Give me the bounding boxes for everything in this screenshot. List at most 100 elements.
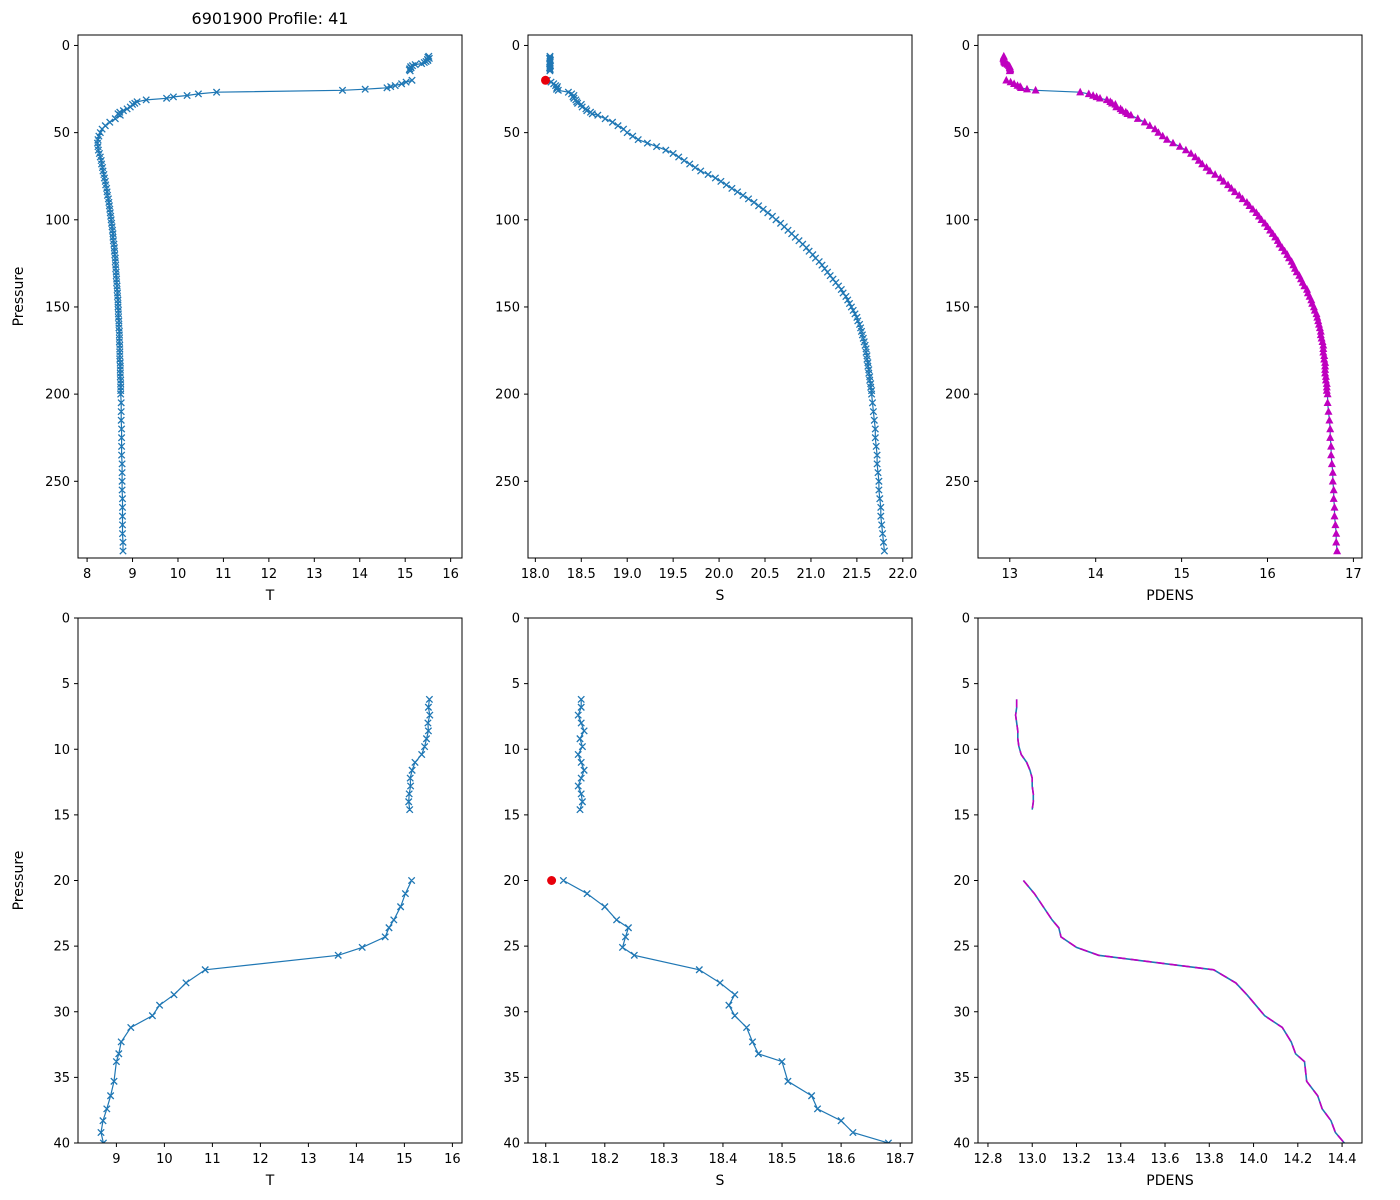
x-tick-label: 18.1	[531, 1152, 560, 1167]
y-tick-label: 0	[62, 39, 70, 54]
x-tick-label: 18.5	[567, 567, 596, 582]
x-tick-label: 22.0	[888, 567, 917, 582]
y-tick-label: 25	[953, 940, 970, 955]
PDENS-zoom-pdens-overlay-line	[1014, 699, 1346, 1143]
x-tick-label: 20.5	[751, 567, 780, 582]
y-tick-label: 50	[953, 126, 970, 141]
x-tick-label: 18.7	[886, 1152, 915, 1167]
S-full-axes-box	[527, 34, 913, 559]
x-tick-label: 13.0	[1018, 1152, 1047, 1167]
y-tick-label: 30	[953, 1005, 970, 1020]
y-tick-label: 250	[945, 475, 970, 490]
y-tick-label: 200	[495, 388, 520, 403]
y-tick-label: 250	[495, 475, 520, 490]
x-tick-label: 18.5	[768, 1152, 797, 1167]
y-tick-label: 10	[53, 743, 70, 758]
x-tick-label: 11	[215, 567, 232, 582]
panel-PDENS-zoom: 12.8 13.0 13.2 13.4 13.6 13.8 14.0 14.2 14.4 0 5 10…	[953, 612, 1363, 1189]
x-tick-label: 19.5	[659, 567, 688, 582]
y-tick-label: 100	[945, 213, 970, 228]
y-tick-label: 35	[953, 1071, 970, 1086]
panel-T-full: 8 9 10 11 12 13 14 15 16 0 50 100 150 200 250 T Pressure	[11, 34, 463, 604]
S-zoom-axes-box	[527, 617, 913, 1144]
PDENS-zoom-xlabel: PDENS	[1146, 1173, 1194, 1189]
y-tick-label: 10	[953, 743, 970, 758]
figure-title: 6901900 Profile: 41	[191, 9, 349, 28]
x-tick-label: 21.0	[796, 567, 825, 582]
y-tick-label: 5	[512, 677, 520, 692]
y-tick-label: 5	[62, 677, 70, 692]
x-tick-label: 10	[156, 1152, 173, 1167]
y-tick-label: 40	[953, 1137, 970, 1152]
y-tick-label: 0	[512, 612, 520, 627]
T-full-temperature-line	[96, 55, 431, 551]
T-zoom-ylabel: Pressure	[11, 851, 27, 911]
y-tick-label: 100	[45, 213, 70, 228]
T-full-temperature-markers	[93, 52, 433, 555]
PDENS-full-axes-box	[977, 34, 1363, 559]
S-full-salinity-markers	[543, 52, 889, 555]
y-tick-label: 15	[53, 808, 70, 823]
T-zoom-temperature-markers	[97, 695, 434, 1143]
x-tick-label: 13.2	[1062, 1152, 1091, 1167]
y-tick-label: 15	[503, 808, 520, 823]
y-tick-label: 50	[503, 126, 520, 141]
y-tick-label: 50	[53, 126, 70, 141]
y-tick-label: 15	[953, 808, 970, 823]
y-tick-label: 5	[962, 677, 970, 692]
T-full-ylabel: Pressure	[11, 267, 27, 327]
y-tick-label: 150	[495, 300, 520, 315]
y-tick-label: 0	[512, 39, 520, 54]
panel-T-zoom: 9 10 11 12 13 14 15 16 0 5 10 15 20 25 30 35 40 T Pressure	[11, 612, 463, 1189]
x-tick-label: 13	[306, 567, 323, 582]
y-tick-label: 40	[503, 1137, 520, 1152]
panel-PDENS-full: 13 14 15 16 17 0 50 100 150 200 250 PDENS	[945, 34, 1363, 604]
x-tick-label: 18.4	[708, 1152, 737, 1167]
T-zoom-xlabel: T	[265, 1173, 275, 1189]
panel-S-zoom: 18.1 18.2 18.3 18.4 18.5 18.6 18.7 0 5 10 15 20 25 30…	[503, 612, 915, 1190]
S-zoom-flagged-salinity-point	[547, 876, 557, 885]
S-full-xlabel: S	[716, 588, 725, 604]
x-tick-label: 13.4	[1106, 1152, 1135, 1167]
x-tick-label: 19.0	[613, 567, 642, 582]
x-tick-label: 18.6	[827, 1152, 856, 1167]
x-tick-label: 16	[442, 567, 459, 582]
x-tick-label: 15	[396, 1152, 413, 1167]
S-zoom-xlabel: S	[716, 1173, 725, 1189]
PDENS-zoom-pdens-line-line	[1014, 699, 1346, 1143]
S-full-salinity-line	[547, 56, 885, 552]
x-tick-label: 16	[1259, 567, 1276, 582]
y-tick-label: 200	[945, 388, 970, 403]
y-tick-label: 20	[503, 874, 520, 889]
y-tick-label: 35	[503, 1071, 520, 1086]
x-tick-label: 17	[1345, 567, 1362, 582]
y-tick-label: 20	[53, 874, 70, 889]
y-tick-label: 150	[45, 300, 70, 315]
y-tick-label: 30	[53, 1005, 70, 1020]
y-tick-label: 250	[45, 475, 70, 490]
x-tick-label: 20.0	[705, 567, 734, 582]
S-full-flagged-salinity-point	[541, 75, 550, 85]
T-zoom-temperature-line	[100, 699, 431, 1143]
y-tick-label: 200	[45, 388, 70, 403]
x-tick-label: 12	[261, 567, 278, 582]
y-tick-label: 35	[53, 1071, 70, 1086]
x-tick-label: 15	[397, 567, 414, 582]
S-zoom-salinity-markers	[559, 695, 893, 1143]
PDENS-full-pdens-markers-markers	[999, 51, 1342, 555]
x-tick-label: 9	[112, 1152, 120, 1167]
x-tick-label: 13.6	[1151, 1152, 1180, 1167]
x-tick-label: 18.3	[649, 1152, 678, 1167]
S-zoom-salinity-line	[563, 699, 890, 1143]
x-tick-label: 13	[300, 1152, 317, 1167]
x-tick-label: 11	[204, 1152, 221, 1167]
x-tick-label: 14	[348, 1152, 365, 1167]
x-tick-label: 14	[351, 567, 368, 582]
x-tick-label: 18.0	[521, 567, 550, 582]
y-tick-label: 0	[962, 612, 970, 627]
y-tick-label: 10	[503, 743, 520, 758]
panel-S-full: 18.0 18.5 19.0 19.5 20.0 20.5 21.0 21.5 22.0 0 50 1…	[495, 34, 917, 604]
T-zoom-axes-box	[77, 617, 463, 1144]
